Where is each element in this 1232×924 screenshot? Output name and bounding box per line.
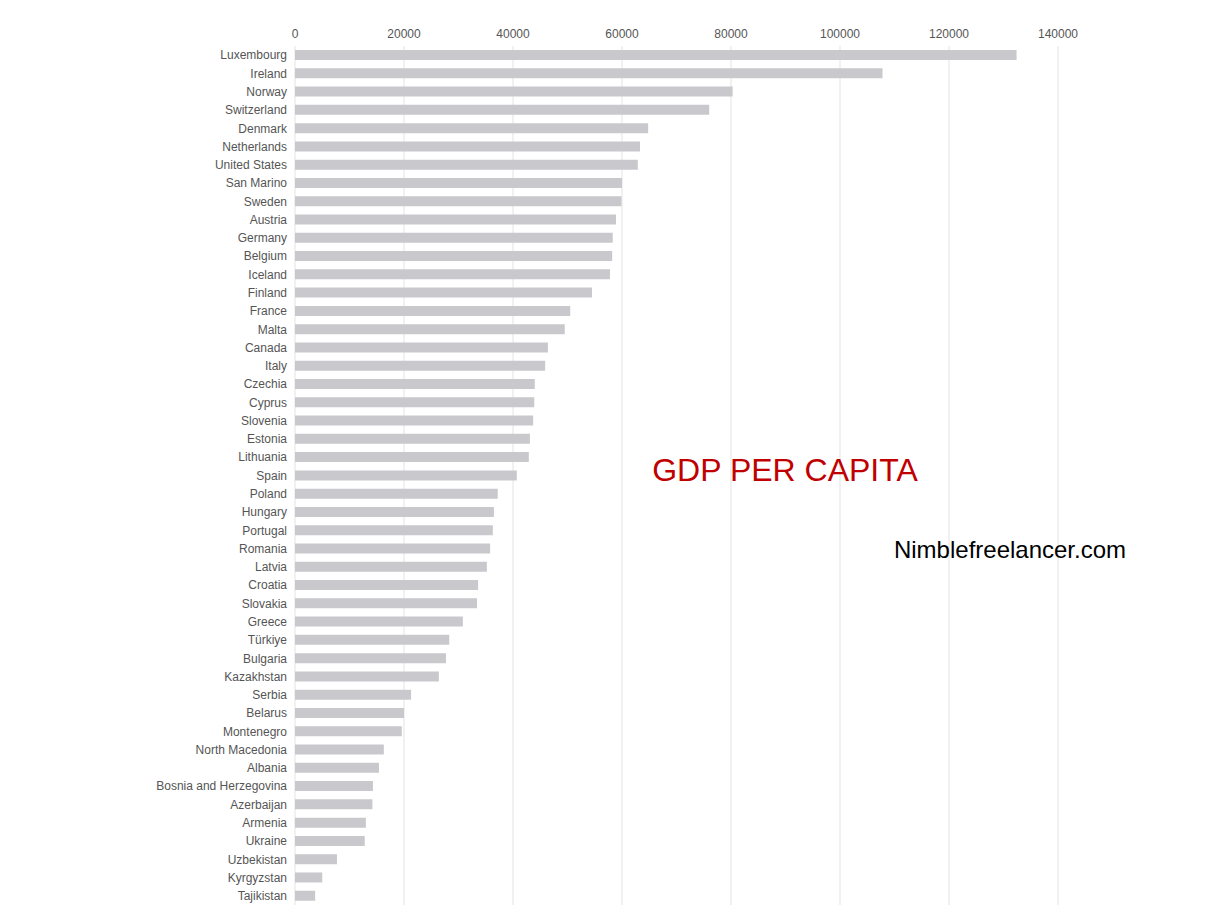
svg-text:Malta: Malta	[258, 323, 288, 337]
svg-text:Lithuania: Lithuania	[238, 450, 287, 464]
svg-text:Bosnia and Herzegovina: Bosnia and Herzegovina	[156, 779, 287, 793]
svg-text:France: France	[250, 304, 288, 318]
svg-text:100000: 100000	[820, 27, 860, 41]
svg-text:140000: 140000	[1038, 27, 1078, 41]
svg-text:Bulgaria: Bulgaria	[243, 652, 287, 666]
svg-text:Iceland: Iceland	[248, 268, 287, 282]
svg-text:Luxembourg: Luxembourg	[220, 48, 287, 62]
svg-text:Greece: Greece	[248, 615, 288, 629]
svg-text:United States: United States	[215, 158, 287, 172]
svg-text:Poland: Poland	[250, 487, 287, 501]
svg-text:Albania: Albania	[247, 761, 287, 775]
svg-text:Latvia: Latvia	[255, 560, 287, 574]
svg-text:Tajikistan: Tajikistan	[238, 889, 287, 903]
svg-text:Serbia: Serbia	[252, 688, 287, 702]
svg-text:Netherlands: Netherlands	[222, 140, 287, 154]
svg-text:Sweden: Sweden	[244, 195, 287, 209]
svg-text:Hungary: Hungary	[242, 505, 287, 519]
svg-text:Czechia: Czechia	[244, 377, 288, 391]
svg-text:Portugal: Portugal	[242, 524, 287, 538]
svg-text:Switzerland: Switzerland	[225, 103, 287, 117]
svg-text:Italy: Italy	[265, 359, 287, 373]
svg-text:Uzbekistan: Uzbekistan	[228, 853, 287, 867]
svg-text:Norway: Norway	[246, 85, 287, 99]
svg-text:Spain: Spain	[256, 469, 287, 483]
svg-text:Austria: Austria	[250, 213, 288, 227]
svg-text:0: 0	[292, 27, 299, 41]
html-text:Nimblefreelancer.com: Nimblefreelancer.com	[894, 536, 1126, 563]
svg-text:Montenegro: Montenegro	[223, 725, 287, 739]
svg-text:San Marino: San Marino	[226, 176, 288, 190]
svg-text:Germany: Germany	[238, 231, 287, 245]
svg-text:Armenia: Armenia	[242, 816, 287, 830]
svg-text:Slovakia: Slovakia	[242, 597, 288, 611]
svg-text:Estonia: Estonia	[247, 432, 287, 446]
svg-text:Finland: Finland	[248, 286, 287, 300]
svg-text:Kyrgyzstan: Kyrgyzstan	[228, 871, 287, 885]
svg-text:120000: 120000	[929, 27, 969, 41]
svg-text:Canada: Canada	[245, 341, 287, 355]
svg-text:Türkiye: Türkiye	[248, 633, 288, 647]
svg-text:Azerbaijan: Azerbaijan	[230, 798, 287, 812]
svg-text:20000: 20000	[387, 27, 421, 41]
svg-text:80000: 80000	[714, 27, 748, 41]
svg-text:Belarus: Belarus	[246, 706, 287, 720]
svg-text:60000: 60000	[605, 27, 639, 41]
svg-text:North Macedonia: North Macedonia	[196, 743, 288, 757]
svg-text:Denmark: Denmark	[238, 122, 288, 136]
svg-text:Kazakhstan: Kazakhstan	[224, 670, 287, 684]
svg-text:Croatia: Croatia	[248, 578, 287, 592]
svg-text:Cyprus: Cyprus	[249, 396, 287, 410]
svg-text:Belgium: Belgium	[244, 249, 287, 263]
svg-text:Ireland: Ireland	[250, 67, 287, 81]
svg-text:Slovenia: Slovenia	[241, 414, 287, 428]
svg-text:Ukraine: Ukraine	[246, 834, 288, 848]
svg-text:40000: 40000	[496, 27, 530, 41]
svg-text:Romania: Romania	[239, 542, 287, 556]
html-text:GDP PER CAPITA: GDP PER CAPITA	[652, 452, 918, 488]
